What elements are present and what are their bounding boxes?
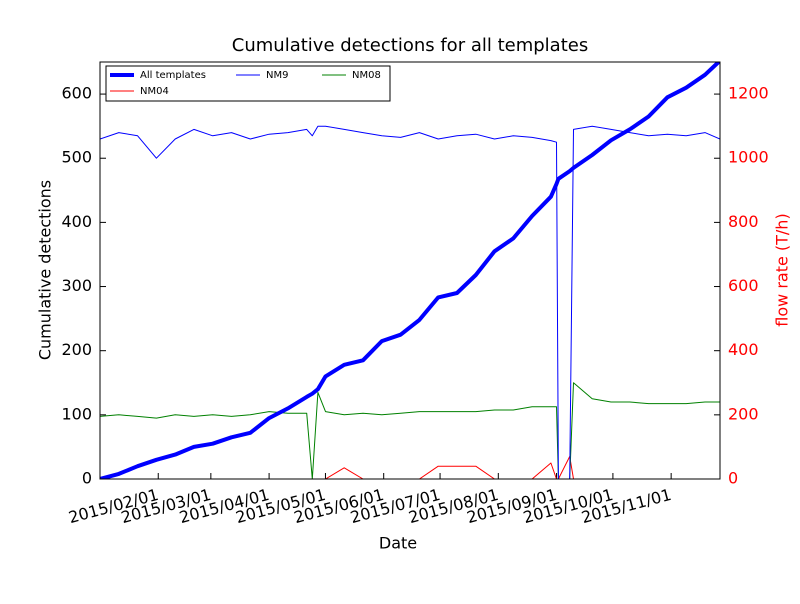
y2-tick-label: 600: [728, 276, 759, 295]
legend-label: NM04: [140, 86, 169, 97]
legend-label: NM9: [266, 70, 288, 81]
y2-tick-label: 1000: [728, 148, 769, 167]
plot-frame: [99, 61, 721, 480]
y-tick-label: 400: [61, 212, 92, 231]
y2-tick-label: 1200: [728, 84, 769, 103]
y-tick-label: 500: [61, 148, 92, 167]
legend-box: [105, 65, 391, 102]
series-line: [100, 62, 720, 479]
x-axis-label: Date: [379, 534, 417, 553]
y2-tick-label: 400: [728, 340, 759, 359]
chart-title: Cumulative detections for all templates: [232, 35, 588, 56]
series-line: [100, 125, 720, 479]
legend-label: NM08: [352, 70, 381, 81]
y2-tick-label: 800: [728, 212, 759, 231]
y-tick-label: 100: [61, 404, 92, 423]
legend-label: All templates: [140, 70, 206, 81]
y-tick-label: 0: [82, 469, 92, 488]
legend: All templates NM9 NM08 NM04: [105, 65, 391, 102]
y-tick-label: 300: [61, 276, 92, 295]
series-line: [100, 382, 720, 479]
y-tick-label: 600: [61, 84, 92, 103]
y2-tick-label: 0: [728, 469, 738, 488]
y-tick-label: 200: [61, 340, 92, 359]
y2-axis-label: flow rate (T/h): [773, 213, 792, 326]
y-axis-label: Cumulative detections: [36, 180, 55, 360]
y2-tick-label: 200: [728, 404, 759, 423]
